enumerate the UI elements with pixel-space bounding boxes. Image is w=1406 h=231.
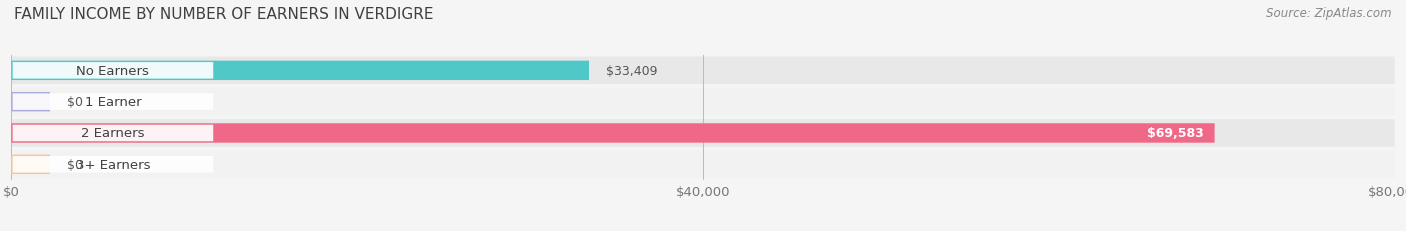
Text: 1 Earner: 1 Earner — [84, 96, 141, 109]
Text: $0: $0 — [66, 96, 83, 109]
Text: $33,409: $33,409 — [606, 64, 657, 78]
Text: $69,583: $69,583 — [1147, 127, 1204, 140]
Text: FAMILY INCOME BY NUMBER OF EARNERS IN VERDIGRE: FAMILY INCOME BY NUMBER OF EARNERS IN VE… — [14, 7, 433, 22]
Text: No Earners: No Earners — [76, 64, 149, 78]
FancyBboxPatch shape — [13, 63, 214, 79]
FancyBboxPatch shape — [11, 61, 589, 81]
Text: 3+ Earners: 3+ Earners — [76, 158, 150, 171]
Text: 2 Earners: 2 Earners — [82, 127, 145, 140]
FancyBboxPatch shape — [11, 88, 1395, 116]
FancyBboxPatch shape — [11, 57, 1395, 85]
FancyBboxPatch shape — [11, 151, 1395, 178]
FancyBboxPatch shape — [11, 120, 1395, 147]
FancyBboxPatch shape — [11, 124, 1215, 143]
FancyBboxPatch shape — [13, 94, 214, 110]
FancyBboxPatch shape — [13, 125, 214, 142]
FancyBboxPatch shape — [11, 93, 51, 112]
Text: $0: $0 — [66, 158, 83, 171]
FancyBboxPatch shape — [11, 155, 51, 174]
Text: Source: ZipAtlas.com: Source: ZipAtlas.com — [1267, 7, 1392, 20]
FancyBboxPatch shape — [13, 156, 214, 173]
